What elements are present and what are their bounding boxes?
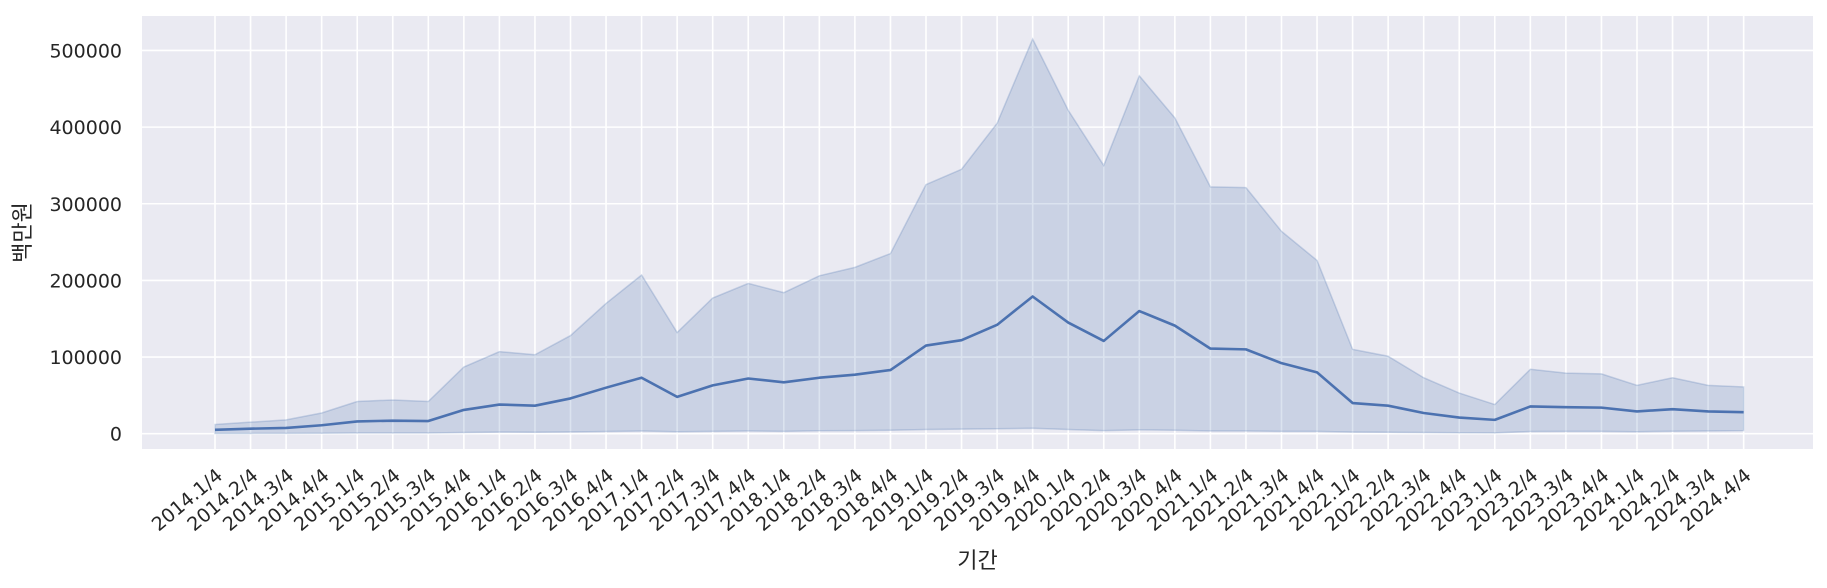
y-tick-label: 100000 xyxy=(49,347,122,369)
y-axis-label: 백만원 xyxy=(11,202,36,263)
x-tick-labels: 2014.1/42014.2/42014.3/42014.4/42015.1/4… xyxy=(148,464,1756,535)
y-tick-label: 0 xyxy=(110,424,122,446)
x-axis-label: 기간 xyxy=(957,549,997,574)
series-line-path-0 xyxy=(214,295,1744,432)
plot-background xyxy=(142,16,1813,449)
grid-lines xyxy=(142,16,1813,449)
y-tick-labels: 0 100000 200000 300000 400000 500000 xyxy=(49,40,122,445)
y-tick-label: 300000 xyxy=(49,194,122,216)
y-tick-label: 400000 xyxy=(49,117,122,139)
band-area-0 xyxy=(214,37,1745,435)
y-tick-label: 500000 xyxy=(49,40,122,62)
y-tick-label: 200000 xyxy=(49,270,122,292)
confidence-band xyxy=(214,37,1745,435)
series-line xyxy=(214,295,1744,432)
